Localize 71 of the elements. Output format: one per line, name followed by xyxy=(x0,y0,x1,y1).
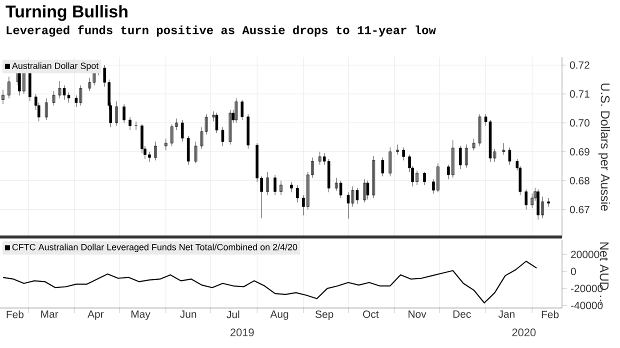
candlestick xyxy=(524,189,528,210)
y-tick-label: 0 xyxy=(570,268,576,276)
x-tick-label: Feb xyxy=(542,310,559,318)
candlestick xyxy=(423,172,426,186)
legend-label: CFTC Australian Dollar Leveraged Funds Net Total/Combined on 2/4/20 xyxy=(12,244,298,252)
candlestick xyxy=(115,101,118,126)
candlestick xyxy=(180,120,184,142)
candlestick xyxy=(8,76,10,99)
y-tick-label: 0.68 xyxy=(570,176,590,184)
x-tick-label: Jun xyxy=(180,310,196,318)
candlestick xyxy=(366,180,370,200)
candlestick xyxy=(234,98,238,124)
candlestick xyxy=(280,180,282,196)
y-tick-label: 0.71 xyxy=(570,90,590,98)
candlestick xyxy=(246,114,250,150)
candlestick xyxy=(186,136,190,165)
candlestick xyxy=(464,144,468,168)
candlestick xyxy=(388,147,392,177)
x-tick-label: Jul xyxy=(226,310,240,318)
x-tick-label: Oct xyxy=(363,310,379,318)
candlestick xyxy=(52,90,56,106)
candlestick xyxy=(502,142,506,155)
x-tick-label: Nov xyxy=(408,310,426,318)
candlestick xyxy=(44,98,48,120)
candlestick xyxy=(122,104,126,124)
x-tick-label: Mar xyxy=(41,310,58,318)
candlestick xyxy=(472,138,476,151)
text: 2019 xyxy=(230,328,254,336)
x-tick-label: Dec xyxy=(453,310,471,318)
candlestick xyxy=(547,198,550,207)
candlestick xyxy=(228,110,232,145)
x-tick-label: Feb xyxy=(6,310,24,318)
candlestick xyxy=(363,179,366,203)
y-tick-label: 0.70 xyxy=(570,119,590,127)
candlestick xyxy=(194,141,198,164)
candlestick xyxy=(402,147,405,161)
candlestick xyxy=(128,116,132,130)
candlestick xyxy=(215,112,218,134)
candlestick xyxy=(221,127,224,146)
chart-title: Turning Bullish xyxy=(6,5,128,21)
candlestick xyxy=(508,147,512,165)
y-tick-label: 0.69 xyxy=(570,148,590,156)
candlestick xyxy=(274,174,276,196)
candlestick xyxy=(290,182,293,192)
y-axis-title: U.S. Dollars per Aussie xyxy=(598,84,610,211)
candlestick xyxy=(154,141,157,161)
x-tick-label: Aug xyxy=(270,310,288,320)
x-tick-label: Jan xyxy=(498,310,514,318)
candlestick xyxy=(478,114,482,146)
text: 2020 xyxy=(512,328,536,336)
y-tick-label: 20000 xyxy=(571,250,600,258)
candlestick xyxy=(458,146,462,170)
x-tick-label: Apr xyxy=(88,310,104,320)
candlestick xyxy=(396,144,399,155)
candlestick xyxy=(339,180,342,198)
y-tick-label: -40000 xyxy=(571,302,603,310)
candlestick xyxy=(372,156,376,198)
candlestick xyxy=(2,89,4,104)
line-series xyxy=(2,260,538,304)
x-tick-label: May xyxy=(131,310,150,320)
legend-label: Australian Dollar Spot xyxy=(12,62,99,71)
candlestick xyxy=(88,78,92,92)
candlestick xyxy=(266,172,269,196)
y-tick-label: 0.72 xyxy=(570,61,590,69)
chart-subtitle: Leveraged funds turn positive as Aussie drops to 11-year low xyxy=(6,25,436,37)
candlestick xyxy=(296,184,299,203)
candlestick xyxy=(164,138,168,151)
y-tick-label: 0.67 xyxy=(570,206,590,214)
candlestick xyxy=(240,100,244,120)
x-tick-label: Sep xyxy=(316,310,334,320)
candlestick xyxy=(381,157,384,177)
